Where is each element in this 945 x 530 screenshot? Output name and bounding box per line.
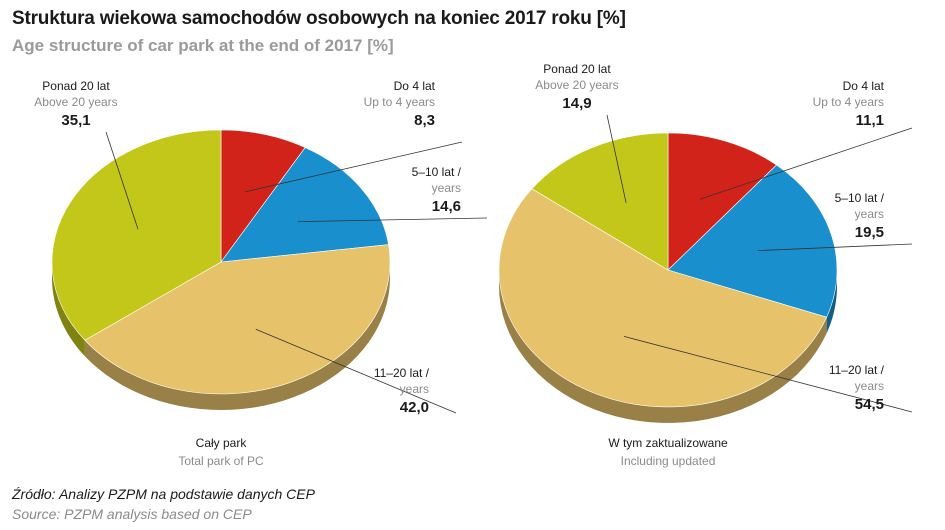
leader-line-1 — [244, 141, 463, 193]
slice-label-en-1: Up to 4 years — [813, 95, 884, 109]
pie-slice-2 — [220, 147, 389, 263]
chart-caption-pl: W tym zaktualizowane — [608, 436, 728, 450]
slice-label-pl-4: Ponad 20 lat — [543, 62, 611, 76]
chart-caption-en: Including updated — [621, 454, 716, 468]
slice-label-pl-3: 11–20 lat / — [374, 366, 430, 380]
pie-slice-3 — [84, 244, 391, 395]
source-note-en: Source: PZPM analysis based on CEP — [12, 506, 252, 522]
slice-label-pl-1: Do 4 lat — [843, 79, 885, 93]
slice-label-en-1: Up to 4 years — [364, 95, 435, 109]
slice-value-4: 14,9 — [562, 95, 591, 112]
slice-label-en-3: years — [400, 382, 429, 396]
pie-chart-2: Do 4 lat Up to 4 years 11,1 5–10 lat / years… — [498, 62, 913, 468]
slice-label-pl-3: 11–20 lat / — [829, 363, 885, 377]
slice-label-en-2: years — [432, 181, 461, 195]
slice-value-1: 11,1 — [856, 112, 884, 129]
pie-side-2 — [826, 270, 837, 334]
pie-chart-1: Do 4 lat Up to 4 years 8,3 5–10 lat / years 1… — [34, 79, 488, 468]
source-note-pl: Źródło: Analizy PZPM na podstawie danych… — [12, 486, 315, 502]
pie-slice-4 — [531, 132, 669, 271]
slice-label-en-3: years — [855, 379, 884, 393]
slice-value-2: 14,6 — [432, 198, 461, 215]
slice-value-3: 42,0 — [400, 399, 429, 416]
page-subtitle: Age structure of car park at the end of … — [12, 36, 394, 55]
slice-label-pl-2: 5–10 lat / — [835, 191, 885, 205]
slice-value-3: 54,5 — [855, 396, 884, 413]
page-title: Struktura wiekowa samochodów osobowych n… — [12, 8, 626, 29]
slice-label-pl-2: 5–10 lat / — [412, 165, 462, 179]
leader-line-3 — [623, 336, 913, 413]
chart-caption-pl: Cały park — [196, 436, 248, 450]
slice-label-en-4: Above 20 years — [535, 78, 618, 92]
pie-side-4 — [52, 262, 85, 357]
pie-side-3 — [84, 262, 391, 410]
slice-value-2: 19,5 — [855, 224, 884, 241]
slice-label-pl-4: Ponad 20 lat — [42, 79, 110, 93]
slice-label-en-4: Above 20 years — [34, 95, 117, 109]
pie-slice-1 — [667, 132, 778, 271]
leader-line-2 — [298, 217, 488, 222]
leader-line-4 — [606, 114, 627, 203]
slice-value-1: 8,3 — [414, 112, 435, 129]
chart-caption-en: Total park of PC — [178, 454, 264, 468]
slice-label-pl-1: Do 4 lat — [394, 79, 436, 93]
slice-value-4: 35,1 — [61, 112, 90, 129]
pie-slice-3 — [498, 188, 828, 408]
leader-line-1 — [699, 127, 913, 200]
pie-slice-2 — [667, 164, 838, 318]
slice-label-en-2: years — [855, 207, 884, 221]
pie-slice-4 — [51, 129, 222, 341]
leader-line-4 — [105, 131, 139, 230]
leader-line-2 — [757, 243, 913, 251]
leader-line-3 — [255, 328, 457, 414]
pie-slice-1 — [220, 129, 306, 263]
